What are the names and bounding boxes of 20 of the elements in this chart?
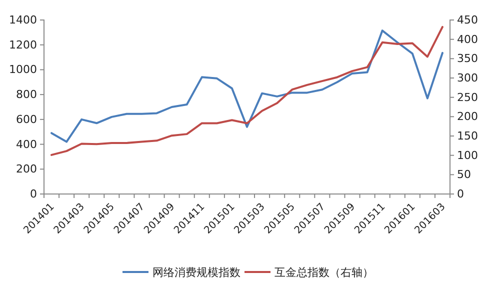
y-tick-label: 200 — [16, 162, 37, 176]
y2-tick-label: 50 — [457, 168, 471, 182]
y2-tick-label: 400 — [457, 32, 478, 46]
y2-tick-label: 300 — [457, 72, 478, 85]
y2-tick-label: 350 — [457, 52, 478, 66]
y2-tick-label: 0 — [457, 188, 464, 201]
y-tick-label: 0 — [30, 188, 37, 201]
y-tick-label: 600 — [16, 112, 37, 126]
y-tick-label: 400 — [16, 138, 37, 151]
y2-tick-label: 150 — [457, 130, 478, 143]
y-tick-label: 800 — [16, 88, 37, 102]
y2-tick-label: 450 — [457, 14, 478, 27]
y-tick-label: 1400 — [9, 14, 37, 27]
y2-tick-label: 200 — [457, 110, 478, 124]
legend-label: 网络消费规模指数 — [152, 266, 240, 279]
y2-tick-label: 250 — [457, 90, 478, 104]
y2-tick-label: 100 — [457, 148, 478, 162]
y-tick-label: 1200 — [9, 38, 37, 52]
legend-label: 互金总指数（右轴） — [274, 266, 374, 279]
y-tick-label: 1000 — [9, 63, 37, 76]
